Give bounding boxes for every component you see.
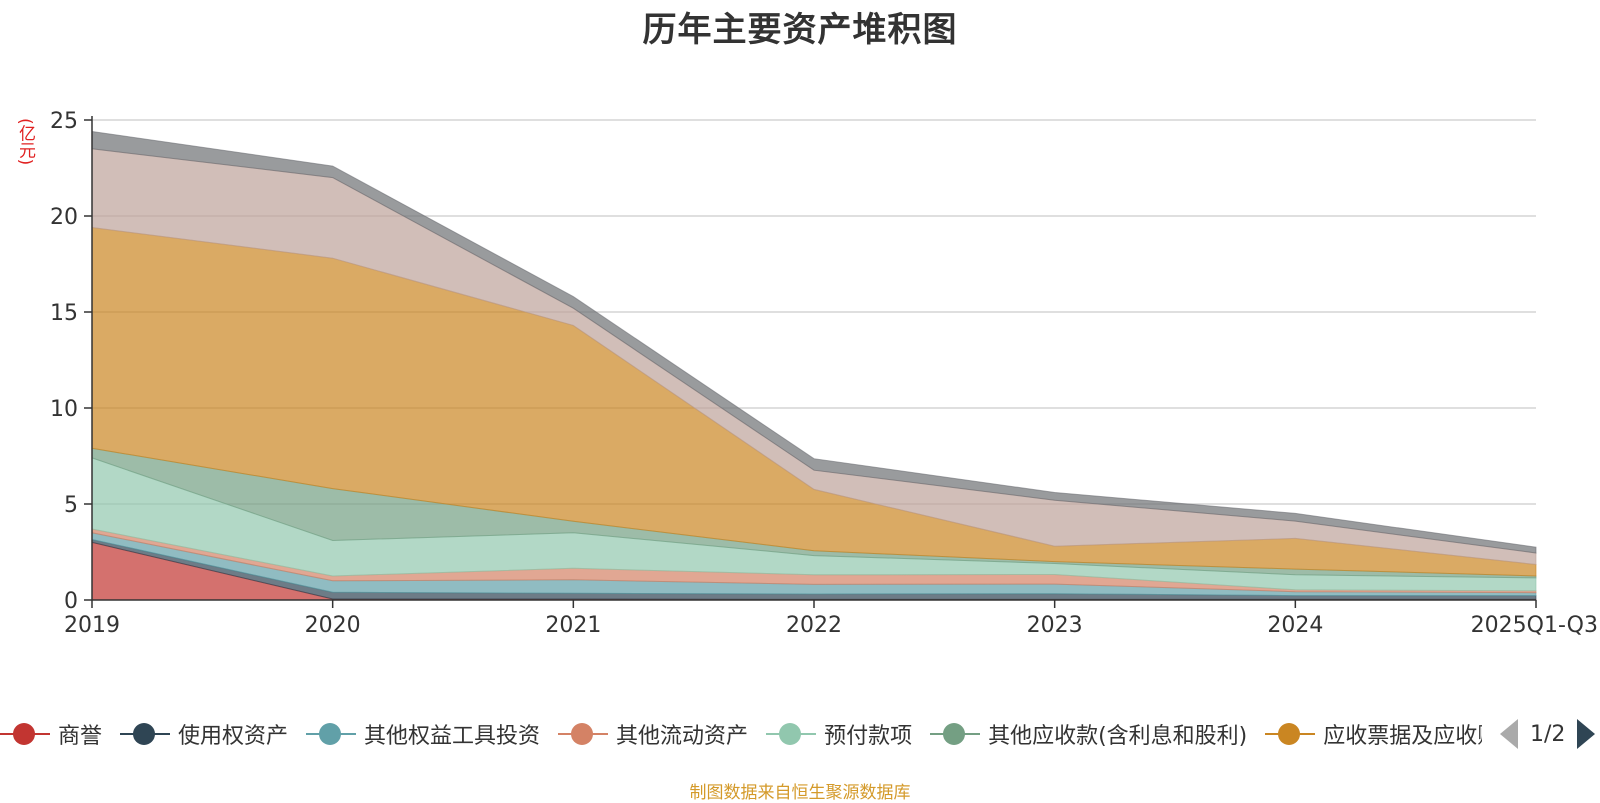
legend-label: 其他流动资产 — [616, 724, 749, 749]
area-series-8[interactable] — [91, 130, 1537, 554]
legend-item[interactable]: 其他流动资产 — [558, 716, 748, 752]
legend-pager: 1/2 — [1500, 718, 1596, 750]
x-tick-label: 2021 — [545, 613, 601, 638]
legend-label: 商誉 — [58, 724, 103, 749]
legend-marker-icon — [930, 722, 981, 746]
y-tick-label: 25 — [50, 109, 78, 134]
legend: 商誉 使用权资产 其他权益工具投资 其他流动资产 预付款项 其他应收款(含利息和股利) 应收… — [0, 716, 1482, 752]
legend-label: 其他权益工具投资 — [364, 724, 541, 749]
legend-item[interactable]: 其他权益工具投资 — [306, 716, 540, 752]
stacked-area-chart: 0 5 10 15 20 25 2019 2020 2021 2022 2023 2024 2025Q1… — [50, 109, 1598, 638]
y-tick-label: 10 — [50, 397, 78, 422]
legend-marker-icon — [120, 722, 171, 746]
legend-marker-icon — [0, 722, 50, 746]
legend-page-indicator: 1/2 — [1530, 721, 1566, 747]
legend-marker-icon — [766, 722, 817, 746]
legend-label: 应收票据及应收账款 — [1323, 724, 1482, 749]
legend-marker-icon — [306, 722, 357, 746]
x-tick-label: 2025Q1-Q3 — [1471, 613, 1598, 638]
y-tick-label: 20 — [50, 205, 78, 230]
x-tick-label: 2019 — [64, 613, 120, 638]
tick-labels: 0 5 10 15 20 25 2019 2020 2021 2022 2023 2024 2025Q1… — [50, 109, 1598, 638]
y-tick-label: 5 — [64, 493, 78, 518]
x-tick-label: 2020 — [305, 613, 361, 638]
legend-next-icon[interactable] — [1577, 719, 1596, 749]
x-tick-label: 2024 — [1267, 613, 1323, 638]
legend-label: 预付款项 — [824, 724, 913, 749]
legend-marker-icon — [1265, 722, 1316, 746]
legend-label: 使用权资产 — [178, 724, 289, 749]
legend-item[interactable]: 商誉 — [0, 716, 102, 752]
y-axis-unit-label: (亿元) — [15, 118, 35, 166]
legend-label: 其他应收款(含利息和股利) — [988, 724, 1248, 749]
y-tick-label: 0 — [64, 589, 78, 614]
legend-item[interactable]: 应收票据及应收账款 — [1265, 716, 1482, 752]
data-source-note: 制图数据来自恒生聚源数据库 — [689, 783, 911, 803]
area-series — [91, 130, 1537, 601]
x-tick-label: 2022 — [786, 613, 842, 638]
legend-item[interactable]: 使用权资产 — [120, 716, 288, 752]
legend-item[interactable]: 预付款项 — [766, 716, 912, 752]
axes — [84, 116, 1537, 608]
chart-title: 历年主要资产堆积图 — [642, 10, 958, 50]
legend-item[interactable]: 其他应收款(含利息和股利) — [930, 716, 1247, 752]
legend-prev-icon[interactable] — [1500, 719, 1518, 749]
x-tick-label: 2023 — [1027, 613, 1083, 638]
legend-marker-icon — [558, 722, 609, 746]
y-tick-label: 15 — [50, 301, 78, 326]
